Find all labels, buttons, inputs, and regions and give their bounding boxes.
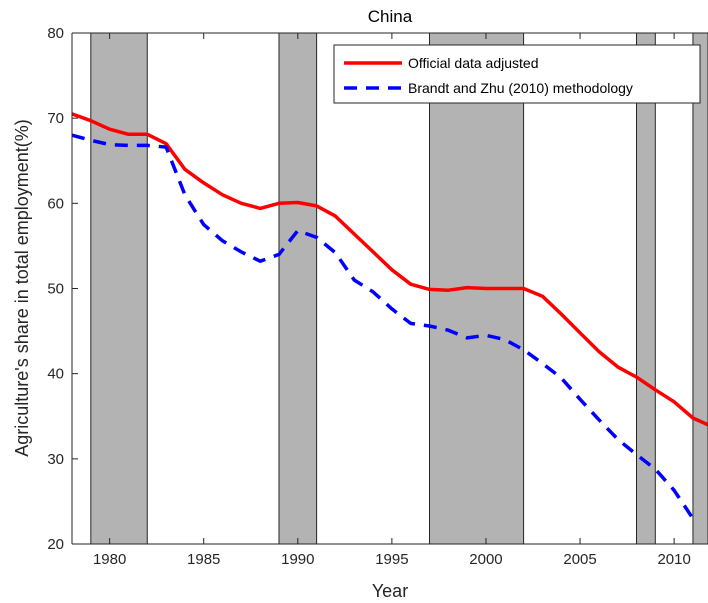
- x-tick-label-6: 2010: [657, 551, 690, 568]
- x-tick-label-0: 1980: [93, 551, 126, 568]
- shaded-period-0: [90, 32, 148, 545]
- shaded-period-3: [635, 32, 656, 545]
- shaded-period-4: [692, 32, 708, 545]
- x-tick-label-1: 1985: [187, 551, 220, 568]
- shaded-period-1: [278, 32, 318, 545]
- series-line-1: [71, 133, 695, 520]
- y-tick-label-2: 40: [47, 366, 64, 383]
- y-tick-label-4: 60: [47, 195, 64, 212]
- series-lines: [71, 112, 708, 520]
- x-axis-title: Year: [372, 581, 408, 601]
- tick-labels: 1980 1985 1990 1995 2000 2005 2010 20 30 40 50 60 70…: [47, 25, 691, 568]
- legend: Official data adjusted Brandt and Zhu (2…: [333, 44, 701, 104]
- y-tick-label-6: 80: [47, 25, 64, 42]
- x-tick-label-3: 1995: [375, 551, 408, 568]
- y-tick-label-1: 30: [47, 451, 64, 468]
- y-tick-label-0: 20: [47, 536, 64, 553]
- chart-title: China: [368, 7, 413, 26]
- axes: [71, 32, 708, 545]
- y-tick-label-5: 70: [47, 110, 64, 127]
- x-tick-label-5: 2005: [563, 551, 596, 568]
- y-tick-label-3: 50: [47, 281, 64, 298]
- x-tick-label-2: 1990: [281, 551, 314, 568]
- x-tick-label-4: 2000: [469, 551, 502, 568]
- y-axis-title: Agriculture's share in total employment(…: [12, 119, 32, 457]
- plot-background: [72, 33, 708, 544]
- series-line-0: [71, 112, 708, 427]
- legend-box: [333, 44, 701, 104]
- legend-label-official: Official data adjusted: [408, 55, 539, 71]
- legend-label-brandt-zhu: Brandt and Zhu (2010) methodology: [408, 80, 633, 96]
